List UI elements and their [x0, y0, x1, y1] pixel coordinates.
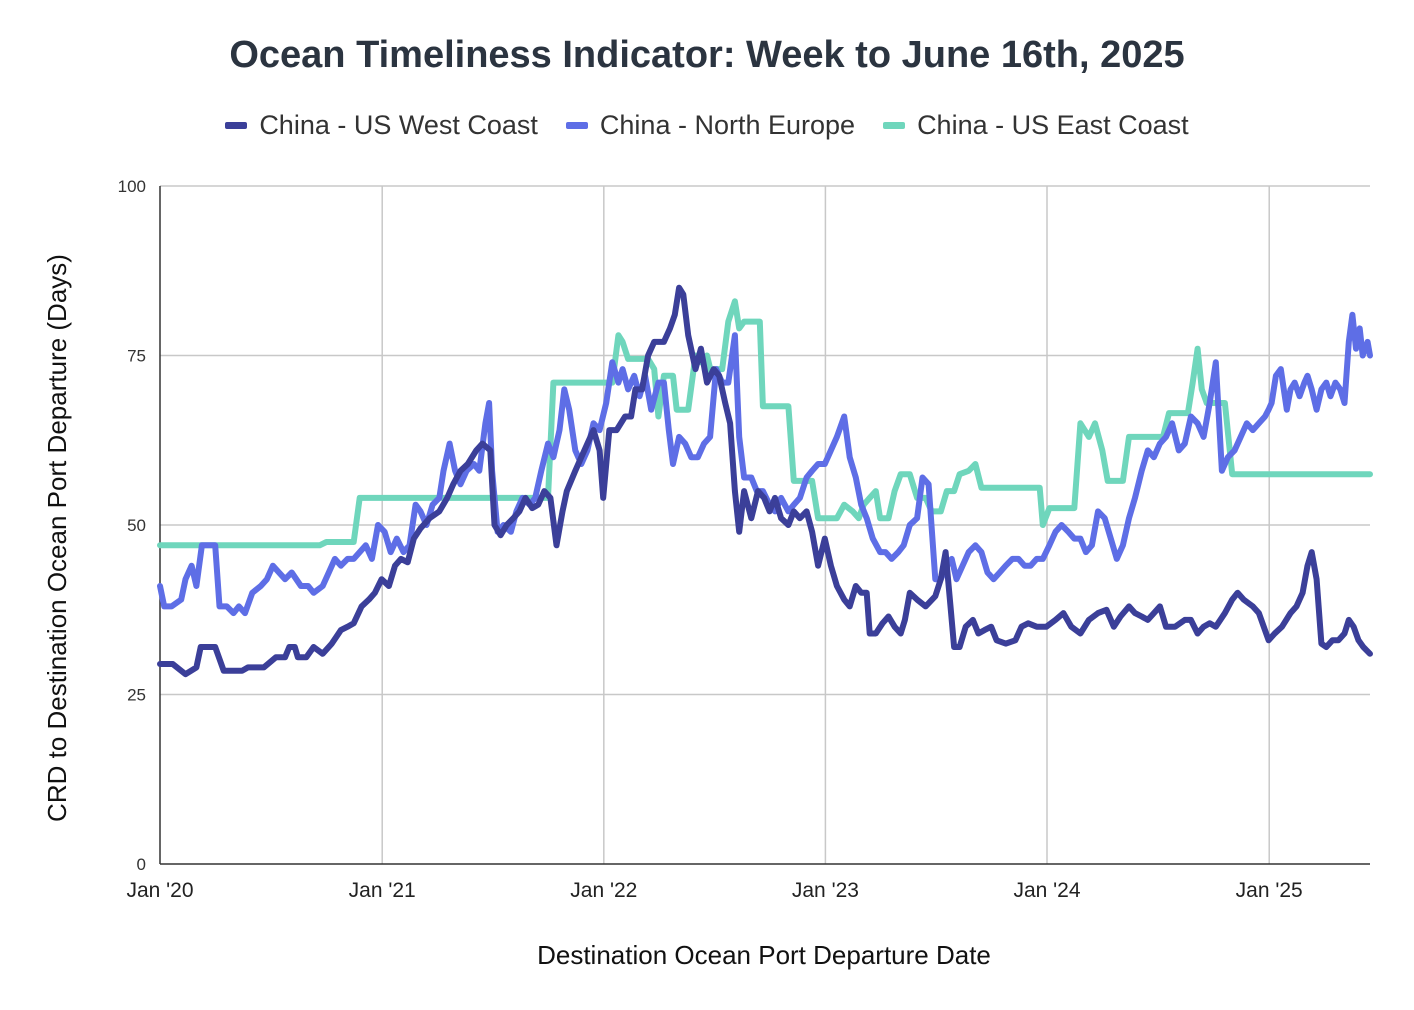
- legend-label-north-europe: China - North Europe: [599, 110, 856, 140]
- axes: [159, 186, 1370, 865]
- legend-item-us-east-coast[interactable]: China - US East Coast: [883, 110, 1189, 141]
- x-tick-label: Jan '23: [792, 879, 859, 902]
- series-line-china-north-europe: [157, 311, 1373, 617]
- y-tick-label: 75: [127, 347, 146, 366]
- x-tick-label: Jan '22: [570, 879, 637, 902]
- y-tick-label: 25: [127, 686, 146, 705]
- series-lines: [157, 284, 1373, 678]
- legend-swatch-us-west-coast: [225, 122, 248, 129]
- legend-swatch-north-europe: [565, 122, 588, 129]
- legend: China - US West Coast China - North Euro…: [0, 110, 1414, 141]
- y-axis-label: CRD to Destination Ocean Port Departure …: [42, 254, 72, 822]
- series-line-china-us-east-coast: [157, 298, 1373, 549]
- x-tick-label: Jan '21: [349, 879, 416, 902]
- chart-title: Ocean Timeliness Indicator: Week to June…: [229, 34, 1185, 76]
- legend-item-us-west-coast[interactable]: China - US West Coast: [225, 110, 538, 141]
- y-tick-label: 100: [118, 177, 146, 196]
- legend-label-us-west-coast: China - US West Coast: [259, 110, 538, 140]
- y-tick-label: 0: [137, 855, 146, 874]
- x-tick-label: Jan '24: [1013, 879, 1080, 902]
- grid: [160, 185, 1370, 864]
- x-tick-label: Jan '25: [1236, 879, 1303, 902]
- y-tick-label: 50: [127, 516, 146, 535]
- legend-label-us-east-coast: China - US East Coast: [917, 110, 1189, 140]
- legend-swatch-us-east-coast: [883, 122, 906, 129]
- x-axis-label: Destination Ocean Port Departure Date: [537, 940, 991, 970]
- tick-labels: 0 25 50 75 100 Jan '20 Jan '21 Jan '22 Jan '23 Ja…: [118, 177, 1303, 902]
- legend-item-north-europe[interactable]: China - North Europe: [565, 110, 856, 141]
- x-tick-label: Jan '20: [126, 879, 193, 902]
- series-line-china-us-west-coast: [157, 284, 1373, 678]
